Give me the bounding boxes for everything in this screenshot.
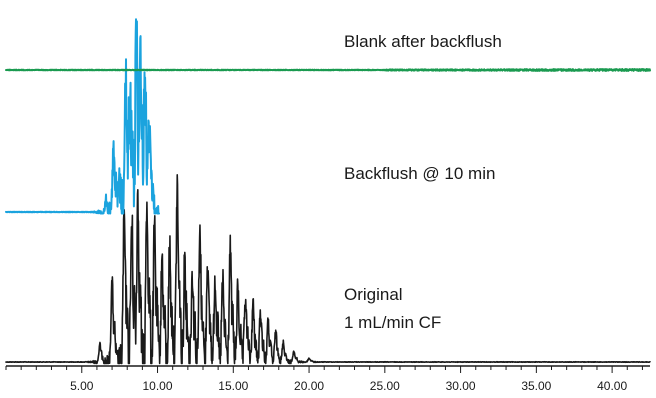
series-labels: Blank after backflush Backflush @ 10 min… (344, 32, 502, 332)
x-axis-tick-labels: 5.00 10.00 15.00 20.00 25.00 30.00 35.00 40.00 (70, 379, 627, 393)
x-tick-label: 30.00 (446, 379, 476, 393)
x-axis-ticks (5, 366, 643, 373)
x-tick-label: 15.00 (218, 379, 248, 393)
x-tick-label: 10.00 (143, 379, 173, 393)
trace-backflush (5, 18, 161, 215)
x-tick-label: 20.00 (294, 379, 324, 393)
x-tick-label: 35.00 (521, 379, 551, 393)
trace-blank (5, 67, 651, 72)
series-label-backflush: Backflush @ 10 min (344, 164, 495, 183)
series-label-original-line2: 1 mL/min CF (344, 313, 441, 332)
trace-original (5, 174, 651, 365)
x-tick-label: 40.00 (597, 379, 627, 393)
x-tick-label: 25.00 (370, 379, 400, 393)
x-tick-label: 5.00 (70, 379, 94, 393)
series-label-original-line1: Original (344, 285, 403, 304)
traces (5, 18, 651, 365)
series-label-blank: Blank after backflush (344, 32, 502, 51)
x-axis: 5.00 10.00 15.00 20.00 25.00 30.00 35.00 40.00 (5, 365, 650, 393)
